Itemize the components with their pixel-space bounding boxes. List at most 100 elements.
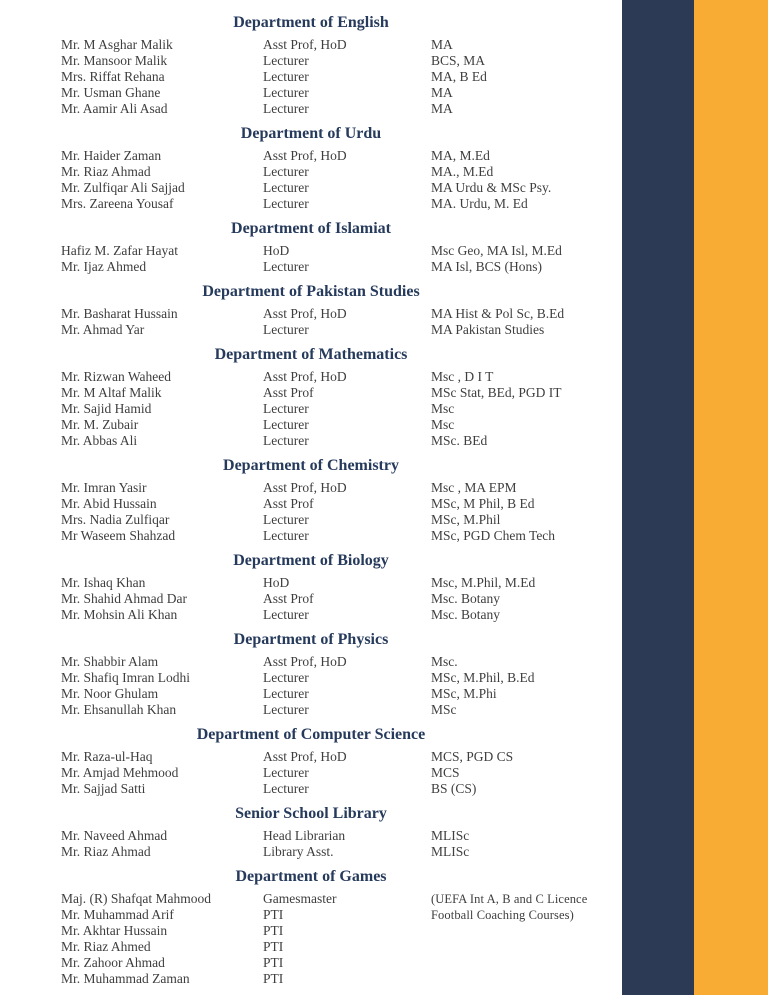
department-section: Department of Games Maj. (R) Shafqat Mahm…: [0, 868, 622, 987]
orange-sidebar-band: [694, 0, 768, 995]
staff-row: Mr. Sajjad Satti Lecturer BS (CS): [0, 781, 622, 797]
staff-name: Mr. Ijaz Ahmed: [61, 259, 147, 274]
staff-qualification: [431, 939, 622, 955]
staff-name: Mrs. Zareena Yousaf: [61, 196, 174, 211]
staff-qualification: MA, B Ed: [431, 69, 487, 84]
staff-row: Hafiz M. Zafar Hayat HoD Msc Geo, MA Isl, …: [0, 243, 622, 259]
staff-name: Mr Waseem Shahzad: [61, 528, 176, 543]
staff-designation: Asst Prof, HoD: [263, 749, 347, 764]
department-title: Department of Urdu: [240, 125, 382, 142]
staff-row: Mr. Ahmad Yar Lecturer MA Pakistan Studies: [0, 322, 622, 338]
staff-designation: Lecturer: [263, 53, 309, 68]
staff-name: Mr. Usman Ghane: [61, 85, 161, 100]
staff-row: Mr. Zulfiqar Ali Sajjad Lecturer MA Urdu &…: [0, 180, 622, 196]
staff-name: Mr. Akhtar Hussain: [61, 923, 168, 938]
staff-designation: Lecturer: [263, 765, 309, 780]
navy-sidebar-band: [622, 0, 694, 995]
staff-row: Mr. Usman Ghane Lecturer MA: [0, 85, 622, 101]
staff-row: Mr. M Asghar Malik Asst Prof, HoD MA: [0, 37, 622, 53]
staff-name: Mrs. Nadia Zulfiqar: [61, 512, 170, 527]
staff-designation: Lecturer: [263, 670, 309, 685]
staff-row: Mr. Akhtar Hussain PTI: [0, 923, 622, 939]
staff-qualification: Msc: [431, 401, 455, 416]
staff-qualification: MA. Urdu, M. Ed: [431, 196, 528, 211]
staff-qualification: MLISc: [431, 828, 470, 843]
staff-name: Mr. Sajid Hamid: [61, 401, 152, 416]
staff-qualification: Msc.: [431, 654, 458, 669]
staff-row: Mr. Mansoor Malik Lecturer BCS, MA: [0, 53, 622, 69]
staff-row: Mr Waseem Shahzad Lecturer MSc, PGD Chem T…: [0, 528, 622, 544]
staff-row: Mr. Basharat Hussain Asst Prof, HoD MA His…: [0, 306, 622, 322]
staff-row: Mr. Amjad Mehmood Lecturer MCS: [0, 765, 622, 781]
staff-name: Mr. Amjad Mehmood: [61, 765, 179, 780]
staff-name: Mr. Abbas Ali: [61, 433, 138, 448]
staff-qualification: MA: [431, 101, 453, 116]
staff-name: Mr. Abid Hussain: [61, 496, 157, 511]
staff-name: Mr. Zulfiqar Ali Sajjad: [61, 180, 185, 195]
staff-qualification: [431, 923, 622, 939]
staff-name: Maj. (R) Shafqat Mahmood: [61, 891, 211, 906]
staff-qualification: MA: [431, 37, 453, 52]
staff-qualification: MA: [431, 85, 453, 100]
staff-qualification: MSc: [431, 702, 457, 717]
staff-name: Mr. Raza-ul-Haq: [61, 749, 153, 764]
staff-designation: PTI: [263, 939, 284, 954]
department-section: Department of Pakistan Studies Mr. Bashar…: [0, 283, 622, 338]
staff-row: Mr. Aamir Ali Asad Lecturer MA: [0, 101, 622, 117]
department-title: Department of Islamiat: [231, 220, 391, 237]
staff-row: Mr. Muhammad Zaman PTI: [0, 971, 622, 987]
staff-qualification: MSc, M.Phi: [431, 686, 497, 701]
staff-row: Mr. Rizwan Waheed Asst Prof, HoD Msc , D I…: [0, 369, 622, 385]
staff-row: Mr. Abbas Ali Lecturer MSc. BEd: [0, 433, 622, 449]
staff-row: Maj. (R) Shafqat Mahmood Gamesmaster (UEFA…: [0, 891, 622, 922]
staff-designation: HoD: [263, 575, 290, 590]
staff-qualification: MA Isl, BCS (Hons): [431, 259, 543, 274]
staff-designation: PTI: [263, 971, 284, 986]
staff-qualification: (UEFA Int A, B and C Licence Football Co…: [431, 892, 588, 922]
staff-name: Mr. Shabbir Alam: [61, 654, 159, 669]
department-title: Department of Computer Science: [196, 726, 426, 743]
staff-designation: Lecturer: [263, 69, 309, 84]
staff-designation: Lecturer: [263, 180, 309, 195]
department-title: Department of Physics: [233, 631, 389, 648]
staff-qualification: MA., M.Ed: [431, 164, 494, 179]
staff-name: Mr. Riaz Ahmed: [61, 939, 151, 954]
staff-qualification: Msc , D I T: [431, 369, 494, 384]
staff-designation: Lecturer: [263, 417, 309, 432]
staff-row: Mr. Muhammad Arif PTI: [0, 907, 622, 923]
staff-row: Mr. Shahid Ahmad Dar Asst Prof Msc. Botany: [0, 591, 622, 607]
staff-qualification: MCS: [431, 765, 460, 780]
department-section: Department of English Mr. M Asghar Malik A…: [0, 14, 622, 117]
staff-name: Mr. Riaz Ahmad: [61, 844, 151, 859]
staff-name: Mr. M. Zubair: [61, 417, 139, 432]
staff-designation: Lecturer: [263, 85, 309, 100]
staff-row: Mr. Mohsin Ali Khan Lecturer Msc. Botany: [0, 607, 622, 623]
staff-qualification: MA Hist & Pol Sc, B.Ed: [431, 306, 565, 321]
staff-qualification: MSc, M.Phil: [431, 512, 501, 527]
staff-designation: Gamesmaster: [263, 891, 337, 906]
staff-qualification: [431, 907, 622, 923]
staff-row: Mrs. Riffat Rehana Lecturer MA, B Ed: [0, 69, 622, 85]
staff-name: Mr. M Altaf Malik: [61, 385, 162, 400]
staff-row: Mr. Haider Zaman Asst Prof, HoD MA, M.Ed: [0, 148, 622, 164]
staff-qualification: MSc, M Phil, B Ed: [431, 496, 535, 511]
staff-row: Mr. Shabbir Alam Asst Prof, HoD Msc.: [0, 654, 622, 670]
department-section: Department of Chemistry Mr. Imran Yasir As…: [0, 457, 622, 544]
staff-qualification: [431, 955, 622, 971]
department-section: Department of Physics Mr. Shabbir Alam Ass…: [0, 631, 622, 718]
staff-row: Mr. Riaz Ahmad Library Asst. MLISc: [0, 844, 622, 860]
staff-designation: Lecturer: [263, 101, 309, 116]
staff-name: Mrs. Riffat Rehana: [61, 69, 165, 84]
staff-name: Mr. Noor Ghulam: [61, 686, 159, 701]
staff-name: Mr. Mohsin Ali Khan: [61, 607, 178, 622]
staff-row: Mr. Riaz Ahmed PTI: [0, 939, 622, 955]
staff-qualification: MA Pakistan Studies: [431, 322, 545, 337]
staff-qualification: Msc: [431, 417, 455, 432]
staff-name: Mr. Muhammad Zaman: [61, 971, 190, 986]
staff-designation: Lecturer: [263, 512, 309, 527]
staff-row: Mr. M. Zubair Lecturer Msc: [0, 417, 622, 433]
staff-name: Mr. Rizwan Waheed: [61, 369, 172, 384]
staff-qualification: Msc , MA EPM: [431, 480, 517, 495]
staff-designation: Lecturer: [263, 322, 309, 337]
staff-designation: Lecturer: [263, 781, 309, 796]
